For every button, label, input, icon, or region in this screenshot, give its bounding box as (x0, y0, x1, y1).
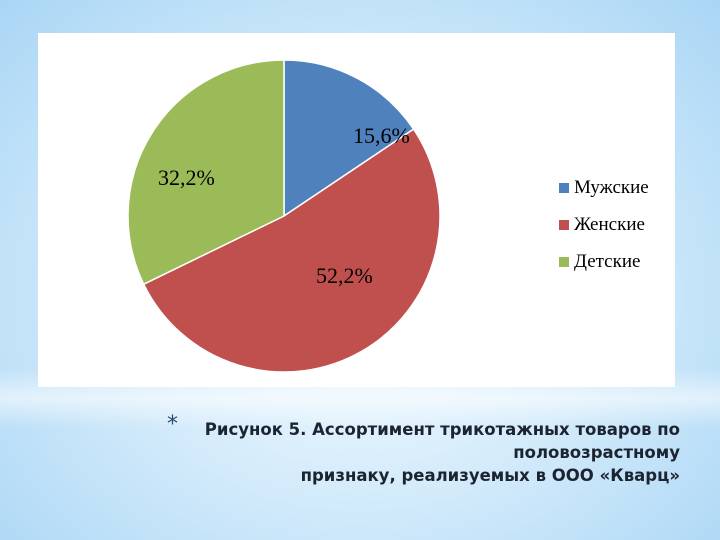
legend-item-2: Женские (559, 206, 649, 243)
caption-line-3: признаку, реализуемых в ООО «Кварц» (300, 466, 680, 485)
data-label-1: 15,6% (353, 123, 410, 148)
legend-item-1: Мужские (559, 169, 649, 206)
chart-panel: 15,6% 52,2% 32,2% Мужские Женские Детские (38, 33, 675, 387)
legend-label-1: Мужские (574, 176, 649, 198)
data-label-3: 32,2% (158, 165, 215, 190)
legend-item-3: Детские (559, 243, 649, 280)
pie-slice-1 (283, 59, 415, 218)
legend-swatch-1 (559, 182, 569, 193)
chart-legend: Мужские Женские Детские (559, 169, 649, 280)
legend-label-2: Женские (574, 213, 645, 235)
figure-caption: Рисунок 5. Ассортимент трикотажных товар… (160, 418, 680, 487)
legend-swatch-3 (559, 256, 569, 267)
caption-line-2: половозрастному (513, 443, 680, 462)
legend-swatch-2 (559, 219, 569, 230)
data-label-2: 52,2% (316, 263, 373, 288)
pie-slice-3 (127, 59, 285, 286)
caption-bullet: * (167, 412, 178, 437)
caption-line-1: Рисунок 5. Ассортимент трикотажных товар… (204, 420, 680, 439)
pie-slice-2 (142, 128, 441, 373)
legend-label-3: Детские (574, 250, 641, 272)
pie-chart: 15,6% 52,2% 32,2% (127, 59, 441, 373)
